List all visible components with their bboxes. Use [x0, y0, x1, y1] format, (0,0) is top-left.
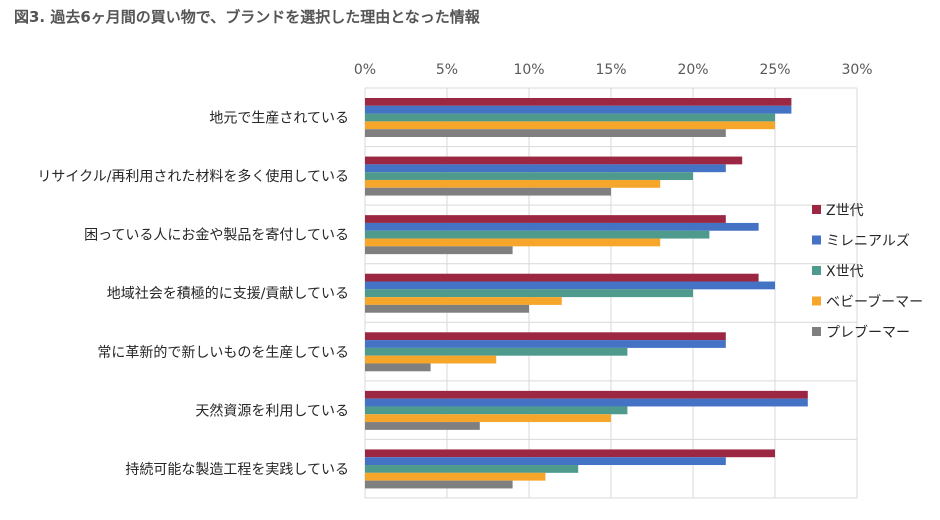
bar: [365, 246, 513, 255]
x-tick-label: 15%: [595, 62, 626, 78]
bar: [365, 172, 693, 180]
legend-swatch: [812, 205, 821, 214]
bar: [365, 105, 792, 114]
bar: [365, 332, 726, 341]
legend-label: ベビーブーマー: [826, 294, 923, 311]
x-tick-label: 25%: [759, 62, 790, 78]
legend-swatch: [812, 327, 821, 336]
bar: [365, 230, 710, 239]
category-label: 困っている人にお金や製品を寄付している: [84, 227, 349, 244]
bar: [365, 238, 661, 247]
bar: [365, 457, 726, 466]
bar: [365, 98, 792, 106]
bar: [365, 121, 775, 130]
category-label: 持続可能な製造工程を実践している: [125, 461, 349, 478]
bar: [365, 281, 775, 290]
bar: [365, 414, 611, 423]
bar: [365, 465, 579, 473]
bar: [365, 304, 529, 313]
legend-label: プレブーマー: [826, 324, 910, 341]
legend-swatch: [812, 266, 821, 275]
x-axis-ticks: 0% 5% 10% 15% 20% 25% 30%: [354, 62, 873, 78]
bar: [365, 187, 611, 196]
legend-label: X世代: [826, 264, 864, 280]
bar: [365, 347, 628, 356]
bar: [365, 406, 628, 415]
bar: [365, 289, 693, 298]
bar: [365, 156, 743, 165]
category-label: リサイクル/再利用された材料を多く使用している: [37, 168, 349, 185]
bar: [365, 449, 775, 458]
legend-label: ミレニアルズ: [826, 234, 910, 250]
bar: [365, 398, 808, 407]
bar: [365, 363, 431, 372]
category-label: 天然資源を利用している: [195, 402, 349, 419]
category-labels: 地元で生産されているリサイクル/再利用された材料を多く使用している困っている人に…: [37, 111, 349, 478]
bar: [365, 472, 546, 481]
bar: [365, 113, 775, 122]
bar: [365, 164, 726, 173]
chart-title: 図3. 過去6ヶ月間の買い物で、ブランドを選択した理由となった情報: [14, 8, 480, 26]
x-tick-label: 10%: [513, 62, 544, 78]
bar: [365, 273, 759, 282]
legend-swatch: [812, 235, 821, 245]
bar: [365, 422, 480, 430]
bar: [365, 215, 726, 223]
bar: [365, 297, 562, 305]
x-tick-label: 30%: [841, 62, 872, 78]
category-label: 地元で生産されている: [209, 111, 349, 127]
x-tick-label: 5%: [436, 62, 458, 78]
category-label: 地域社会を積極的に支援/貢献している: [107, 286, 349, 302]
bar: [365, 179, 661, 188]
bar: [365, 390, 808, 399]
bar: [365, 480, 513, 489]
category-label: 常に革新的で新しいものを生産している: [97, 345, 349, 361]
x-tick-label: 0%: [354, 62, 376, 78]
bar: [365, 129, 726, 137]
legend-label: Z世代: [826, 203, 864, 219]
legend-swatch: [812, 296, 821, 306]
x-tick-label: 20%: [677, 62, 708, 78]
bars: [365, 98, 808, 489]
bar: [365, 222, 759, 231]
bar: [365, 340, 726, 348]
bar: [365, 355, 497, 364]
